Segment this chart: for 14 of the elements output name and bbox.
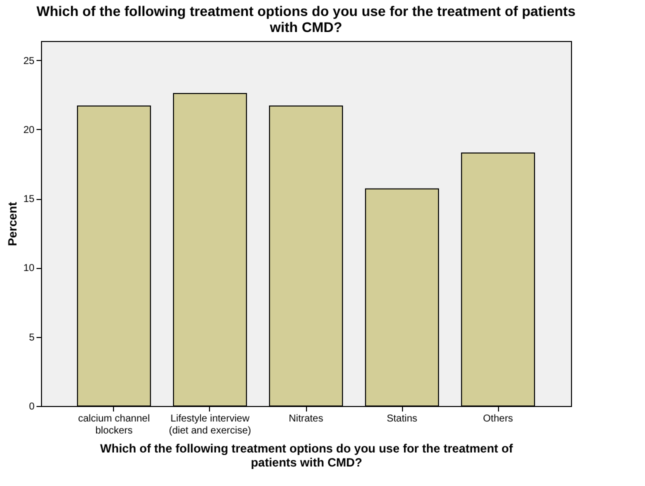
y-tick-label: 20 [23, 124, 35, 136]
x-tick-label: Statins [386, 414, 418, 424]
y-tick-label: 0 [28, 402, 35, 412]
y-tick-label: 25 [23, 56, 35, 67]
y-tick-label: 15 [23, 194, 35, 206]
y-tick-label: 5 [28, 332, 35, 344]
chart-title: Which of the following treatment options do you use for the treatment of patients with CMD? [36, 3, 576, 35]
y-tick-label: 10 [23, 263, 35, 274]
x-tick-label: Nitrates [288, 414, 324, 424]
x-tick-label: calcium channel blockers [78, 414, 150, 436]
x-axis-title: Which of the following treatment options do you use for the treatment of patients with CMD? [100, 442, 514, 470]
x-tick-label: Others [483, 414, 514, 424]
x-tick-label: Lifestyle interview (diet and exercise) [168, 414, 252, 436]
y-axis-title: Percent [5, 202, 20, 246]
